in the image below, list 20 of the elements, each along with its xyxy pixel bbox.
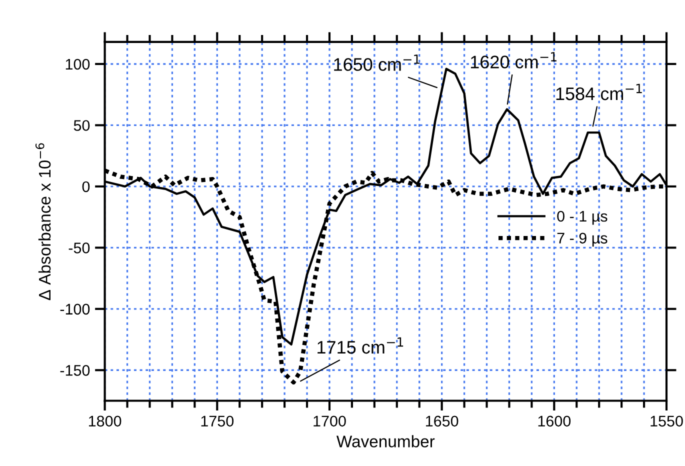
x-tick-label: 1800 <box>88 416 122 427</box>
legend-label: 0 - 1 µs <box>557 210 608 225</box>
x-tick-label: 1550 <box>650 416 683 427</box>
x-tick-label: 1750 <box>201 416 234 427</box>
y-tick-label: 0 <box>82 181 90 192</box>
annotation: 1715 cm$^{−1}$ <box>318 337 404 354</box>
x-tick-label: 1650 <box>426 416 458 427</box>
x-tick-label: 1600 <box>538 416 571 427</box>
y-tick-label: -100 <box>60 304 90 315</box>
annotation: 1620 cm$^{−1}$ <box>470 52 556 68</box>
annotation: 1650 cm$^{−1}$ <box>334 54 420 71</box>
x-axis-title: Wavenumber <box>336 435 435 448</box>
annotation: 1584 cm$^{−1}$ <box>556 84 642 100</box>
y-tick-label: 50 <box>74 120 90 131</box>
y-tick-label: 100 <box>66 58 90 70</box>
y-axis-title: Δ Absorbance x 10$^{−6}$ <box>35 143 51 300</box>
legend-label: 7 - 9 µs <box>557 232 608 247</box>
y-tick-label: -150 <box>60 365 90 376</box>
y-tick-label: -50 <box>68 242 90 254</box>
x-tick-label: 1700 <box>314 416 346 427</box>
